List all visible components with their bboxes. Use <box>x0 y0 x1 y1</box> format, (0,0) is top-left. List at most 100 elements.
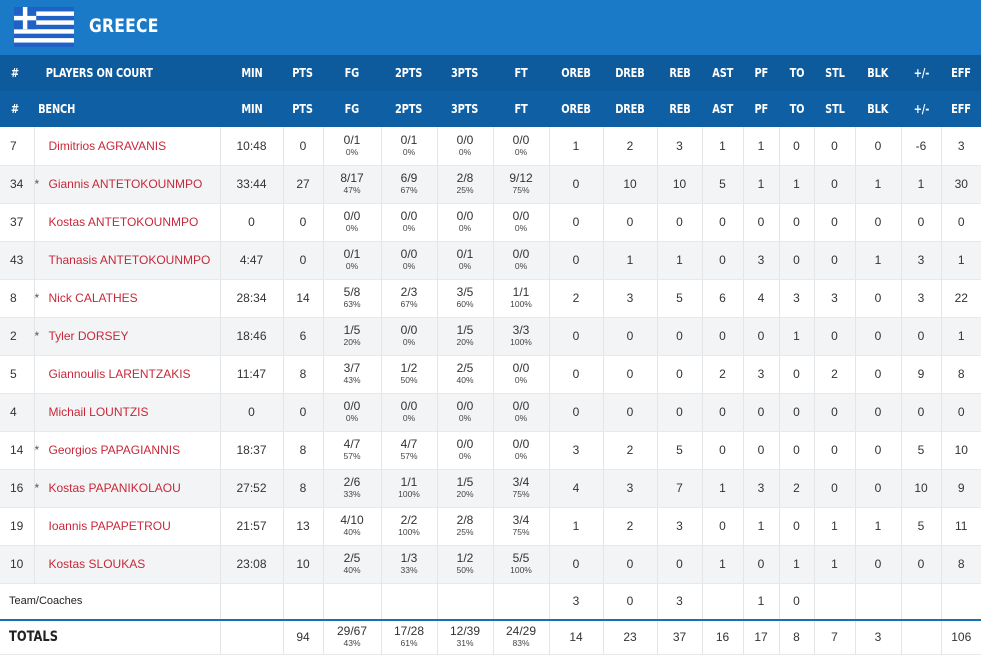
three-pointers-percent: 20% <box>456 489 474 499</box>
bench-header-col-12: PF <box>743 91 779 127</box>
two-pointers-made-attempted: 0/1 <box>400 132 418 147</box>
player-name-link[interactable]: Thanasis ANTETOKOUNMPO <box>48 253 211 267</box>
team-ast <box>702 583 744 621</box>
stat-oreb: 0 <box>549 545 604 584</box>
on-court-header-col-9: DREB <box>603 55 657 91</box>
player-name-link[interactable]: Dimitrios AGRAVANIS <box>48 138 167 153</box>
free-throws: 0/0 0% <box>493 431 550 470</box>
stat-dreb: 0 <box>603 203 658 242</box>
player-number: 34 <box>0 165 35 204</box>
stat-eff: 1 <box>941 241 981 280</box>
starter-mark: * <box>34 443 40 457</box>
field-goals-percent: 57% <box>343 451 361 461</box>
free-throws: 0/0 0% <box>493 203 550 242</box>
player-name-link[interactable]: Kostas ANTETOKOUNMPO <box>48 215 199 229</box>
free-throws-percent: 0% <box>514 451 528 461</box>
three-pointers: 0/0 0% <box>437 393 494 432</box>
stat-dreb: 3 <box>603 469 658 508</box>
two-pointers: 2/2 100% <box>381 507 438 546</box>
three-pointers-percent: 25% <box>456 527 474 537</box>
totals-label-cell: TOTALS <box>0 619 221 655</box>
three-pointers-percent: 0% <box>458 261 472 271</box>
minutes: 0 <box>220 393 284 432</box>
totals-field-goals-percent: 43% <box>343 638 361 649</box>
on-court-header-col-label: PLAYERS ON COURT <box>45 66 153 80</box>
field-goals: 0/0 0% <box>323 203 382 242</box>
free-throws-percent: 75% <box>512 489 530 499</box>
field-goals-made-attempted: 4/10 <box>340 513 364 527</box>
field-goals-percent: 0% <box>345 261 359 271</box>
stat-pm: -6 <box>901 127 942 166</box>
two-pointers-percent: 67% <box>400 299 418 309</box>
stat-dreb: 10 <box>603 165 658 204</box>
free-throws-percent: 0% <box>514 146 528 157</box>
free-throws-made-attempted: 0/0 <box>512 399 530 413</box>
on-court-header-col-label: DREB <box>615 66 645 80</box>
three-pointers-made-attempted: 1/5 <box>456 323 474 337</box>
player-name-link[interactable]: Giannis ANTETOKOUNMPO <box>48 177 203 191</box>
stat-to: 2 <box>779 469 815 508</box>
stat-stl: 0 <box>814 393 856 432</box>
player-name-cell: * Nick CALATHES <box>34 279 221 318</box>
stat-pf: 0 <box>743 545 780 584</box>
stat-dreb: 0 <box>603 355 658 394</box>
free-throws-percent: 100% <box>510 565 532 575</box>
stat-pf: 4 <box>743 279 780 318</box>
player-name-link[interactable]: Tyler DORSEY <box>48 329 129 343</box>
stat-pf: 0 <box>743 317 780 356</box>
on-court-header-col-label: FT <box>514 66 528 80</box>
stat-oreb: 3 <box>549 431 604 470</box>
stat-oreb: 1 <box>549 127 604 166</box>
on-court-header-col-label: REB <box>668 66 691 80</box>
free-throws-percent: 0% <box>514 413 528 423</box>
free-throws: 0/0 0% <box>493 393 550 432</box>
on-court-header-col-label: STL <box>824 66 845 80</box>
three-pointers-percent: 0% <box>458 146 472 157</box>
player-name-link[interactable]: Ioannis PAPAPETROU <box>48 519 171 533</box>
player-name-link[interactable]: Georgios PAPAGIANNIS <box>48 443 181 457</box>
stat-reb: 5 <box>657 279 703 318</box>
field-goals-made-attempted: 0/0 <box>343 399 361 413</box>
stat-blk: 0 <box>855 279 902 318</box>
three-pointers: 3/5 60% <box>437 279 494 318</box>
free-throws-made-attempted: 0/0 <box>512 247 530 261</box>
field-goals: 3/7 43% <box>323 355 382 394</box>
field-goals-made-attempted: 0/0 <box>343 209 361 223</box>
totals-two-pointers-percent: 61% <box>400 638 418 649</box>
stat-ast: 0 <box>702 507 744 546</box>
player-name-link[interactable]: Nick CALATHES <box>48 291 138 305</box>
on-court-header-col-2: MIN <box>220 55 283 91</box>
minutes: 0 <box>220 203 284 242</box>
stat-pf: 0 <box>743 393 780 432</box>
bench-header-col-5: 2PTS <box>381 91 437 127</box>
on-court-header-col-0: # <box>0 55 34 91</box>
player-name-link[interactable]: Michail LOUNTZIS <box>48 405 149 419</box>
on-court-header-col-10: REB <box>657 55 702 91</box>
player-name-link[interactable]: Giannoulis LARENTZAKIS <box>48 367 191 381</box>
stat-oreb: 2 <box>549 279 604 318</box>
stat-ast: 0 <box>702 431 744 470</box>
stat-dreb: 0 <box>603 317 658 356</box>
three-pointers: 1/5 20% <box>437 469 494 508</box>
on-court-header-col-label: 3PTS <box>451 66 479 80</box>
stat-oreb: 0 <box>549 317 604 356</box>
three-pointers: 1/5 20% <box>437 317 494 356</box>
player-name-link[interactable]: Kostas PAPANIKOLAOU <box>48 481 181 495</box>
stat-oreb: 0 <box>549 241 604 280</box>
three-pointers-percent: 60% <box>456 299 474 309</box>
player-number: 19 <box>0 507 35 546</box>
points: 27 <box>283 165 324 204</box>
starter-mark: * <box>34 177 40 191</box>
free-throws-made-attempted: 3/4 <box>512 475 530 489</box>
three-pointers-percent: 40% <box>456 375 474 385</box>
two-pointers: 1/1 100% <box>381 469 438 508</box>
player-row: 34 * Giannis ANTETOKOUNMPO 33:44 27 8/17 47% 6/… <box>0 165 981 204</box>
stat-blk: 1 <box>855 507 902 546</box>
on-court-header-col-label: +/- <box>913 66 929 80</box>
team-to: 0 <box>779 583 815 621</box>
three-pointers-made-attempted: 2/5 <box>456 361 474 375</box>
bench-header-col-1: BENCH <box>34 91 220 127</box>
two-pointers-made-attempted: 2/2 <box>400 513 418 527</box>
bench-header-col-label: BENCH <box>38 102 76 116</box>
player-name-link[interactable]: Kostas SLOUKAS <box>48 557 146 571</box>
